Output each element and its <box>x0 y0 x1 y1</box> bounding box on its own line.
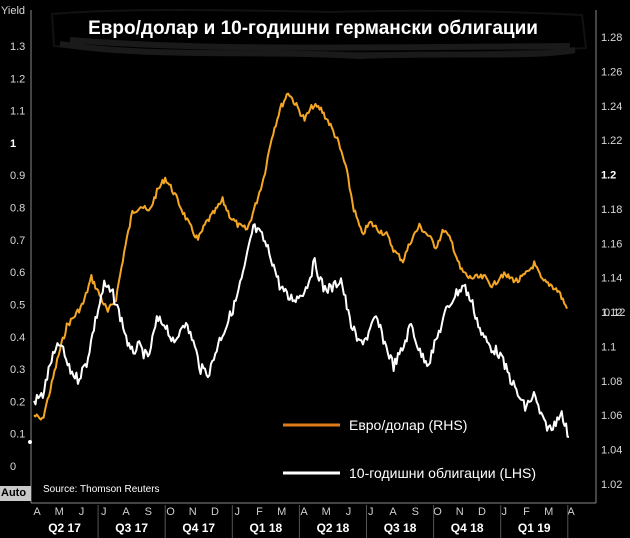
month-label: J <box>368 506 374 518</box>
month-label: F <box>256 506 263 518</box>
month-label: S <box>145 506 152 518</box>
auto-scale-button[interactable]: Auto <box>0 486 31 501</box>
right-tick-label: 1.22 <box>601 135 622 147</box>
quarter-label: Q4 18 <box>451 521 484 535</box>
month-label: N <box>456 506 464 518</box>
left-tick-label: 1.1 <box>10 106 25 118</box>
quarter-label: Q1 19 <box>518 521 551 535</box>
left-tick-label: 0.6 <box>10 267 25 279</box>
series-line-bund <box>33 223 570 438</box>
month-label: O <box>166 506 175 518</box>
legend: Евро/долар (RHS) 10-годишни облигации (L… <box>283 417 536 481</box>
month-label: S <box>412 506 419 518</box>
series-group <box>33 92 570 438</box>
right-tick-label: 1.14 <box>601 273 622 285</box>
month-label: M <box>55 506 64 518</box>
left-tick-label: 1.2 <box>10 73 25 85</box>
month-label: M <box>277 506 286 518</box>
left-marker-dot <box>28 440 32 444</box>
right-tick-label: 1.1 <box>601 341 616 353</box>
month-label: J <box>101 506 107 518</box>
month-label: J <box>79 506 85 518</box>
month-label: D <box>478 506 486 518</box>
left-tick-label: 0.3 <box>10 364 25 376</box>
month-label: N <box>189 506 197 518</box>
month-label: M <box>544 506 553 518</box>
left-axis-label: Yield <box>1 5 25 17</box>
chart-title: Евро/долар и 10-годишни германски облига… <box>88 18 538 39</box>
quarter-labels: Q2 17 Q3 17 Q4 17 Q1 18 Q2 18 Q3 18 Q4 18 Q1 19 <box>48 505 569 538</box>
month-label: A <box>33 506 41 518</box>
right-tick-label: 1.08 <box>601 376 622 388</box>
source-note: Source: Thomson Reuters <box>43 484 160 495</box>
month-label: A <box>122 506 130 518</box>
right-tick-label: 1.04 <box>601 445 622 457</box>
right-tick-label: 1.02 <box>601 479 622 491</box>
left-tick-label: 0.8 <box>10 203 25 215</box>
left-tick-label: 0.7 <box>10 235 25 247</box>
month-label: A <box>567 506 575 518</box>
right-tick-label: 1.16 <box>601 238 622 250</box>
right-axis-ticks: 1.28 1.26 1.24 1.22 1.2 1.18 1.16 1.14 1.12 1.1 1.… <box>601 32 622 491</box>
quarter-label: Q2 17 <box>48 521 81 535</box>
left-axis-ticks: 1.3 1.2 1.1 1 0.9 0.8 0.7 0.6 0.5 0.4 0.3 0.2 0.1 0 <box>10 41 25 473</box>
last-value-marker: 0.12 <box>604 307 625 319</box>
month-label: A <box>300 506 308 518</box>
left-tick-label: 0.2 <box>10 396 25 408</box>
month-label: J <box>235 506 241 518</box>
chart-title-group: Евро/долар и 10-годишни германски облига… <box>50 9 588 60</box>
month-label: D <box>211 506 219 518</box>
left-tick-label: 0 <box>10 461 16 473</box>
right-tick-label: 1.26 <box>601 66 622 78</box>
right-tick-label: 1.2 <box>601 170 616 182</box>
quarter-label: Q3 17 <box>115 521 148 535</box>
month-label: J <box>346 506 352 518</box>
left-tick-label: 0.4 <box>10 332 25 344</box>
month-label: F <box>523 506 530 518</box>
title-scribble-strokes <box>59 37 576 60</box>
right-tick-label: 1.12 <box>601 307 622 319</box>
month-label: M <box>322 506 331 518</box>
right-tick-label: 1.18 <box>601 204 622 216</box>
quarter-label: Q3 18 <box>384 521 417 535</box>
month-label: J <box>502 506 508 518</box>
right-tick-label: 1.06 <box>601 410 622 422</box>
left-tick-label: 1.3 <box>10 41 25 53</box>
legend-label-eurusd: Евро/долар (RHS) <box>349 417 467 433</box>
quarter-label: Q4 17 <box>182 521 215 535</box>
quarter-label: Q1 18 <box>249 521 282 535</box>
left-tick-label: 0.9 <box>10 170 25 182</box>
legend-label-bund: 10-годишни облигации (LHS) <box>349 465 536 481</box>
right-tick-label: 1.24 <box>601 101 622 113</box>
quarter-label: Q2 18 <box>317 521 350 535</box>
right-tick-label: 1.28 <box>601 32 622 44</box>
left-tick-label: 0.1 <box>10 429 25 441</box>
left-tick-label: 1 <box>10 138 16 150</box>
series-line-eurusd <box>33 92 568 421</box>
month-label: A <box>389 506 397 518</box>
month-label: O <box>433 506 442 518</box>
left-tick-label: 0.5 <box>10 299 25 311</box>
